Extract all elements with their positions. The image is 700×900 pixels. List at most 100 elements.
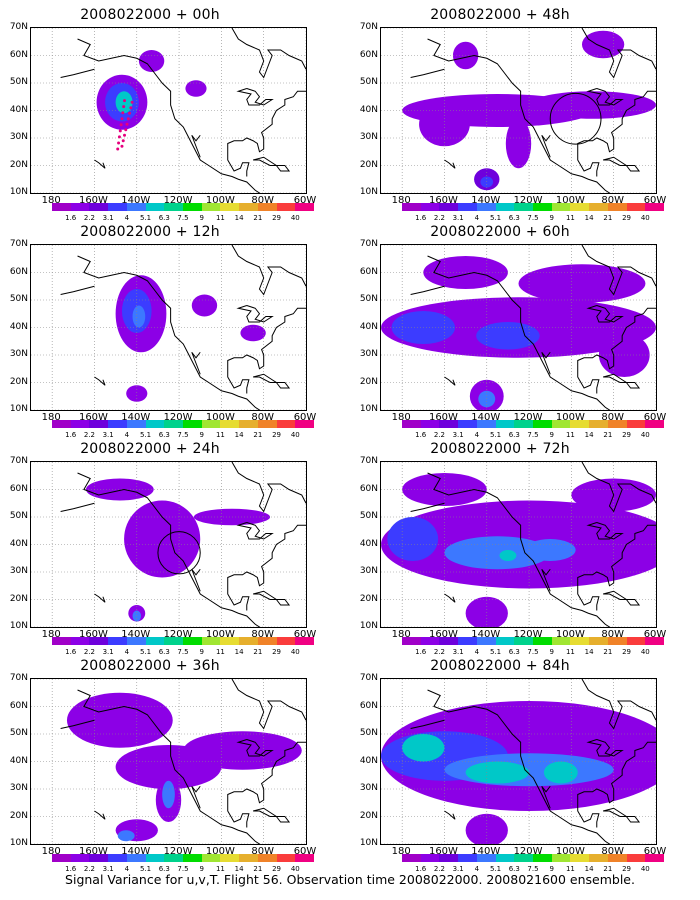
lat-tick-label: 50N	[9, 294, 28, 304]
colorbar-tick-label: 29	[272, 865, 282, 873]
map-panel: 2008022000 + 24h 70N 60N 50N 40N 30N 20N 10N 18…	[0, 439, 317, 656]
colorbar-swatch	[257, 637, 277, 645]
lon-tick-label: 60W	[293, 846, 317, 857]
variance-patch	[66, 692, 173, 748]
panel-title: 2008022000 + 24h	[80, 441, 220, 457]
observation-dot	[124, 128, 128, 132]
colorbar-swatch	[439, 203, 459, 211]
variance-patch	[185, 80, 207, 97]
observation-dot	[117, 135, 121, 139]
colorbar-tick-label: 11	[215, 865, 225, 873]
colorbar-swatch	[70, 637, 90, 645]
colorbar-swatch	[239, 420, 258, 428]
colorbar-swatch	[70, 854, 90, 862]
map-panel: 2008022000 + 48h 70N 60N 50N 40N 30N 20N 10N 18…	[350, 5, 667, 222]
colorbar-tick-label: 40	[640, 214, 650, 222]
map-svg	[31, 28, 306, 193]
observation-dot	[125, 122, 129, 126]
lat-tick-label: 20N	[359, 593, 378, 604]
colorbar-tick-label: 7.5	[177, 865, 189, 873]
colorbar-tick-label: 9	[549, 431, 554, 439]
lon-tick-label: 120W	[513, 846, 543, 857]
lon-tick-label: 140W	[121, 412, 151, 423]
coastline	[541, 568, 551, 592]
colorbar-tick-label: 21	[253, 865, 263, 873]
coastline	[427, 689, 611, 844]
colorbar-swatch	[458, 637, 477, 645]
colorbar-swatch	[476, 854, 496, 862]
coastline	[191, 134, 201, 158]
lon-tick-label: 80W	[251, 412, 274, 423]
map-panel: 2008022000 + 84h 70N 60N 50N 40N 30N 20N 10N 18…	[350, 656, 667, 873]
colorbar-swatch	[551, 854, 571, 862]
lon-tick-label: 100W	[205, 412, 235, 423]
lat-tick-label: 30N	[9, 132, 28, 142]
coastline	[60, 502, 95, 512]
variance-patch	[86, 478, 154, 501]
colorbar-swatch	[145, 420, 165, 428]
colorbar-tick-label: 3.1	[102, 431, 114, 439]
variance-patch	[444, 536, 551, 570]
observation-dot	[128, 111, 132, 115]
variance-patch	[126, 385, 148, 402]
coastline	[541, 351, 551, 375]
colorbar-tick-label: 14	[234, 648, 244, 656]
observation-dot	[126, 117, 130, 121]
colorbar-swatch	[183, 854, 202, 862]
colorbar-labels: 1.6 2.2 3.1 4 5.1 6.3 7.5 9 11 14 21 29 40	[52, 431, 314, 440]
observation-dot	[123, 99, 126, 103]
colorbar-swatch	[402, 203, 421, 211]
coastline	[252, 807, 279, 817]
coastline	[625, 165, 641, 172]
variance-patch	[476, 322, 540, 350]
colorbar-tick-label: 14	[584, 648, 594, 656]
colorbar-tick-label: 11	[215, 214, 225, 222]
lon-tick-label: 120W	[163, 195, 193, 206]
coastline	[227, 800, 250, 828]
colorbar-labels: 1.6 2.2 3.1 4 5.1 6.3 7.5 9 11 14 21 29 40	[52, 214, 314, 223]
colorbar-swatch	[164, 854, 184, 862]
coastline	[410, 719, 445, 729]
coastline	[231, 462, 306, 513]
lon-tick-label: 180	[41, 412, 61, 423]
colorbar-swatch	[295, 203, 315, 211]
colorbar-tick-label: 1.6	[65, 865, 77, 873]
colorbar-swatch	[276, 203, 296, 211]
colorbar-swatch	[495, 637, 515, 645]
colorbar-swatch	[514, 637, 534, 645]
lon-tick-label: 120W	[163, 846, 193, 857]
variance-patch	[183, 731, 302, 770]
coastline	[602, 807, 629, 817]
coastline	[410, 68, 445, 78]
colorbar-tick-label: 1.6	[65, 214, 77, 222]
colorbar-swatch	[145, 854, 165, 862]
coastline	[581, 28, 656, 79]
colorbar-tick-label: 9	[549, 865, 554, 873]
lat-tick-label: 20N	[359, 376, 378, 387]
variance-patch	[115, 91, 133, 114]
colorbar-tick-label: 1.6	[415, 431, 427, 439]
colorbar-tick-label: 29	[622, 214, 632, 222]
observation-dot	[129, 106, 133, 110]
colorbar-swatch	[458, 420, 477, 428]
colorbar-tick-label: 11	[565, 214, 575, 222]
lat-tick-label: 70N	[359, 22, 378, 32]
coastline	[227, 90, 306, 153]
observation-dot	[122, 105, 126, 109]
colorbar-swatch	[476, 637, 496, 645]
panel-title: 2008022000 + 48h	[430, 7, 570, 23]
coastline	[231, 679, 306, 730]
colorbar-tick-label: 4	[124, 865, 130, 873]
lat-tick-label: 30N	[9, 566, 28, 576]
colorbar-tick-label: 29	[622, 648, 632, 656]
lon-tick-label: 100W	[205, 195, 235, 206]
variance-patch	[529, 91, 656, 119]
colorbar-tick-label: 21	[253, 431, 263, 439]
colorbar-tick-label: 1.6	[415, 865, 427, 873]
lon-tick-label: 180	[41, 629, 61, 640]
colorbar-tick-label: 11	[565, 865, 575, 873]
colorbar-tick-label: 21	[603, 865, 613, 873]
lat-tick-label: 60N	[359, 49, 378, 60]
colorbar-tick-label: 1.6	[415, 648, 427, 656]
colorbar-swatch	[607, 854, 627, 862]
